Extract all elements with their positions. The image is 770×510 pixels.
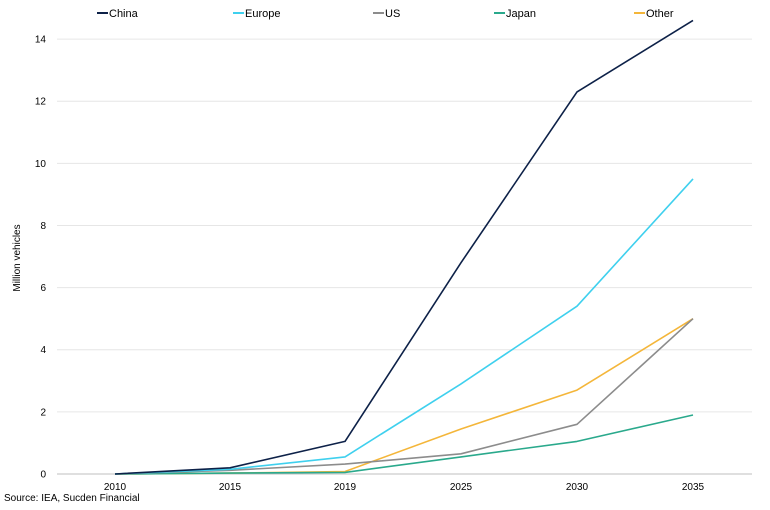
x-tick-label: 2035	[682, 482, 705, 490]
y-tick-label: 8	[40, 221, 46, 232]
x-tick-label: 2030	[566, 482, 589, 490]
y-tick-label: 0	[40, 470, 46, 481]
legend-item-us: US	[373, 8, 400, 20]
legend-item-europe: Europe	[233, 8, 280, 20]
x-tick-label: 2015	[219, 482, 242, 490]
y-axis: 0 2 4 6 8 10 12 14	[35, 35, 47, 481]
legend-item-other: Other	[634, 8, 674, 20]
legend-label: US	[385, 8, 400, 20]
series-line-other	[114, 318, 694, 475]
legend-item-japan: Japan	[494, 8, 536, 20]
legend-label: Japan	[506, 8, 536, 20]
legend-label: Europe	[245, 8, 280, 20]
legend-item-china: China	[97, 8, 139, 20]
series-line-us	[114, 318, 694, 475]
x-tick-label: 2010	[104, 482, 127, 490]
y-tick-label: 14	[35, 35, 47, 46]
series-line-japan	[114, 414, 694, 475]
legend-label: Other	[646, 8, 674, 20]
y-tick-label: 2	[40, 407, 46, 418]
y-axis-title: Million vehicles	[12, 224, 23, 291]
series-line-china	[114, 19, 694, 475]
series-line-europe	[114, 178, 694, 475]
y-tick-label: 6	[40, 283, 46, 294]
gridlines	[57, 38, 752, 413]
x-axis-labels: 2010 2015 2019 2025 2030 2035	[104, 482, 705, 490]
y-tick-label: 12	[35, 97, 47, 108]
y-tick-label: 4	[40, 345, 46, 356]
x-tick-label: 2019	[334, 482, 357, 490]
source-note: Source: IEA, Sucden Financial	[4, 493, 140, 504]
line-chart: 0 2 4 6 8 10 12 14 2010 2015 2019 2025 2030 2035 Chi…	[12, 8, 752, 490]
legend-label: China	[109, 8, 139, 20]
series-lines	[114, 19, 694, 475]
y-tick-label: 10	[35, 159, 47, 170]
x-tick-label: 2025	[450, 482, 473, 490]
legend: China Europe US Japan Other	[97, 8, 674, 20]
